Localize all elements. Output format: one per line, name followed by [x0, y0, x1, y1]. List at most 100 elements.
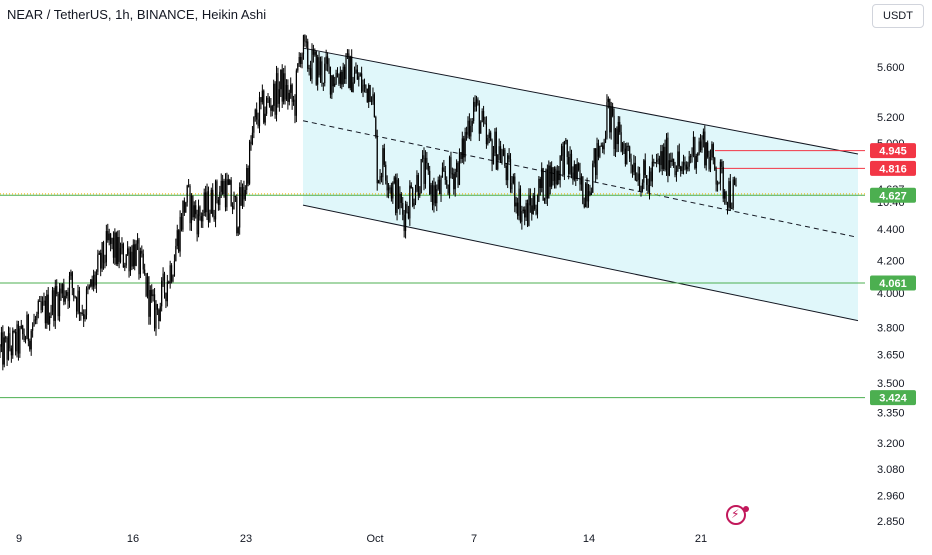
candle-body — [172, 275, 174, 282]
candle-body — [407, 212, 410, 219]
candle-body — [382, 148, 384, 178]
candle-body — [621, 143, 624, 152]
candle-body — [58, 288, 61, 317]
candle-body — [429, 170, 431, 195]
candle-body — [127, 248, 129, 255]
candle-body — [227, 179, 229, 185]
candle-body — [169, 265, 171, 284]
time-axis[interactable]: 9 16 23 Oct 7 14 21 — [16, 533, 707, 545]
candle-body — [497, 154, 499, 170]
candle-body — [135, 243, 137, 266]
currency-button[interactable]: USDT — [872, 4, 924, 28]
candle-body — [149, 290, 151, 317]
candle-body — [620, 132, 622, 152]
candle-body — [658, 158, 661, 166]
candle-body — [487, 138, 489, 145]
candle-body — [44, 300, 46, 324]
candle-body — [121, 243, 123, 249]
candle-body — [146, 276, 149, 296]
candle-body — [600, 145, 602, 147]
candle-body — [650, 171, 652, 182]
price-axis[interactable]: 5.6005.2005.0004.4004.2004.0003.8003.650… — [866, 0, 932, 550]
price-label-badge — [870, 143, 916, 159]
y-tick-label: 3.650 — [877, 350, 905, 362]
candle-body — [250, 141, 252, 145]
candle-body — [5, 337, 7, 339]
candle-body — [480, 122, 482, 134]
candle-body — [178, 230, 180, 252]
candle-body — [351, 56, 353, 93]
candle-body — [263, 90, 265, 123]
candle-body — [138, 239, 140, 275]
candle-body — [454, 172, 456, 190]
candle-body — [675, 171, 678, 176]
candle-body — [629, 146, 631, 159]
x-tick-label: 7 — [471, 533, 477, 545]
candle-body — [91, 279, 93, 287]
y-tick-label: 5.200 — [877, 112, 905, 124]
candle-body — [253, 117, 255, 133]
candle-body — [624, 148, 626, 164]
candle-body — [349, 56, 351, 89]
candle-body — [375, 117, 377, 137]
candle-body — [251, 132, 254, 145]
candle-body — [556, 170, 558, 185]
candle-body — [213, 215, 215, 220]
candle-body — [562, 146, 564, 175]
candle-body — [290, 84, 292, 93]
candle-body — [589, 191, 591, 196]
candle-body — [521, 211, 523, 222]
candle-body — [498, 146, 500, 155]
candle-body — [207, 191, 210, 222]
candle-body — [372, 94, 374, 101]
candle-body — [315, 51, 317, 85]
candle-body — [230, 180, 232, 206]
candle-body — [732, 179, 734, 209]
candle-body — [162, 273, 164, 281]
bolt-icon[interactable] — [726, 505, 746, 525]
candle-body — [148, 276, 150, 317]
candle-body — [129, 251, 132, 272]
candle-body — [284, 73, 286, 100]
candle-body — [725, 191, 727, 203]
candle-body — [258, 97, 261, 127]
candle-body — [122, 243, 124, 268]
candle-body — [566, 140, 568, 158]
candle-body — [236, 197, 238, 234]
candle-body — [499, 146, 502, 163]
candle-body — [481, 111, 483, 123]
candle-body — [219, 191, 221, 205]
candle-body — [70, 272, 72, 277]
candle-body — [638, 173, 641, 191]
candle-body — [534, 195, 536, 209]
candle-body — [580, 176, 583, 185]
candle-body — [646, 175, 648, 185]
candle-body — [726, 202, 729, 208]
candle-body — [34, 319, 37, 321]
candle-body — [595, 148, 597, 176]
candle-body — [85, 288, 88, 316]
candle-body — [419, 193, 421, 197]
candle-body — [644, 160, 646, 176]
candle-body — [237, 227, 239, 234]
candle-body — [699, 141, 702, 151]
candle-body — [390, 187, 392, 199]
candle-body — [447, 184, 449, 194]
candle-body — [285, 84, 288, 100]
candle-body — [57, 293, 59, 317]
candle-body — [322, 82, 324, 84]
chart-title: NEAR / TetherUS, 1h, BINANCE, Heikin Ash… — [7, 7, 267, 22]
candle-body — [301, 54, 303, 64]
candle-body — [244, 189, 246, 200]
price-label-text: 4.816 — [879, 163, 907, 175]
candle-body — [604, 137, 607, 143]
candle-body — [461, 138, 463, 159]
candle-body — [569, 153, 571, 175]
candle-body — [667, 137, 669, 176]
candle-body — [342, 66, 344, 85]
candle-body — [412, 188, 414, 206]
candle-body — [573, 164, 575, 180]
candle-body — [128, 248, 130, 272]
